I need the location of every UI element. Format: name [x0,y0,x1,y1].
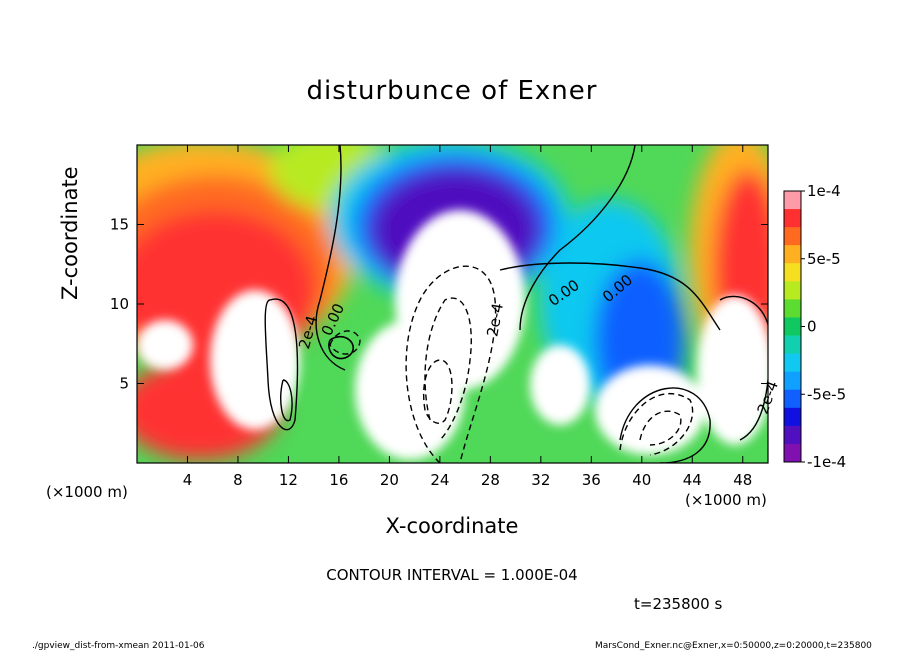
colorbar-swatch [784,389,801,409]
y-tick-label: 5 [119,375,129,393]
colorbar-swatch [784,263,801,282]
contour-lines [264,145,768,463]
y-axis-label: Z-coordinate [58,166,82,300]
footer-left: ./gpview_dist-from-xmean 2011-01-06 [32,641,205,651]
x-tick-label: 32 [531,471,550,489]
colorbar-swatch [784,443,801,463]
colorbar-swatch [784,245,801,264]
y-axis: 5 10 15 [110,216,768,393]
x-tick-label: 8 [233,471,243,489]
x-tick-label: 48 [733,471,752,489]
time-label: t=235800 s [634,595,723,613]
x-tick-label: 24 [430,471,449,489]
x-tick-label: 12 [279,471,298,489]
colorbar-swatch [784,407,801,427]
footer-right: MarsCond_Exner.nc@Exner,x=0:50000,z=0:20… [595,641,872,651]
x-axis-label: X-coordinate [385,514,519,538]
y-tick-label: 10 [110,295,129,313]
colorbar-tick-label: 5e-5 [807,250,841,268]
x-tick-label: 36 [582,471,601,489]
colorbar-swatch [784,425,801,445]
contour-interval-text: CONTOUR INTERVAL = 1.000E-04 [326,566,578,584]
colorbar-swatch [784,299,801,318]
colorbar-swatch [784,227,801,246]
x-unit-label-right: (×1000 m) [685,491,767,509]
x-tick-label: 16 [329,471,348,489]
colorbar-swatch [784,281,801,300]
heatmap-field [137,145,768,463]
chart-title: disturbunce of Exner [306,76,598,106]
colorbar-tick-label: 0 [807,318,817,336]
colorbar-tick-label: -5e-5 [807,385,846,403]
colorbar-tick-label: -1e-4 [807,453,846,471]
colorbar: 1e-4 5e-5 0 -5e-5 -1e-4 [783,182,846,471]
x-tick-label: 44 [683,471,702,489]
colorbar-swatch [784,353,801,373]
x-axis: 4 8 12 16 20 24 28 32 36 40 44 48 [183,145,752,489]
contour-label: 2e-4 [483,302,507,338]
x-tick-label: 40 [632,471,651,489]
x-tick-label: 28 [481,471,500,489]
colorbar-swatch [784,335,801,355]
colorbar-swatch [784,317,801,337]
colorbar-swatch [784,209,801,228]
x-tick-label: 4 [183,471,193,489]
colorbar-swatch [784,371,801,391]
x-tick-label: 20 [380,471,399,489]
y-tick-label: 15 [110,216,129,234]
colorbar-swatch [784,191,801,210]
colorbar-tick-label: 1e-4 [807,182,841,200]
x-unit-label-left: (×1000 m) [46,483,128,501]
